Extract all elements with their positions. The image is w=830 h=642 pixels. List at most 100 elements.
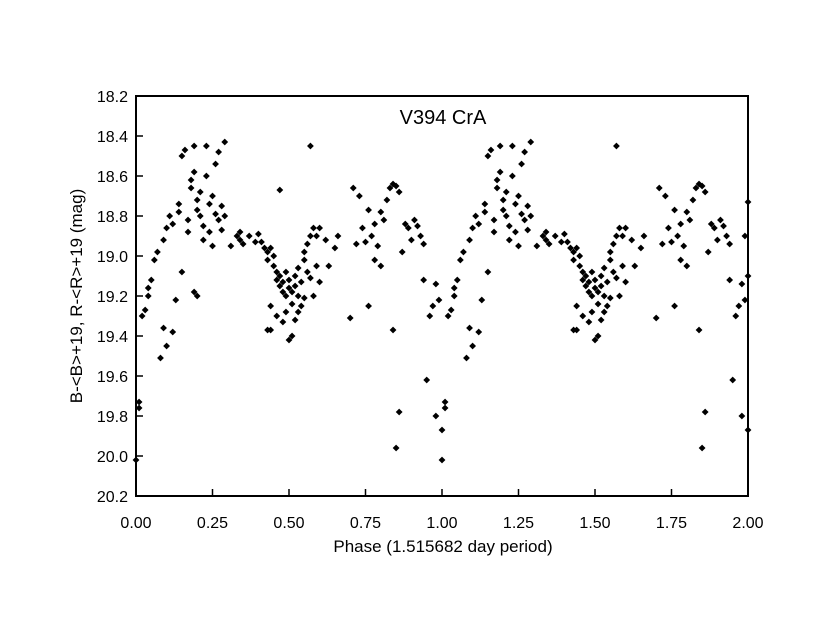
data-point bbox=[270, 252, 278, 260]
data-point bbox=[671, 206, 678, 214]
data-point bbox=[606, 256, 614, 264]
data-point bbox=[524, 202, 532, 210]
data-point bbox=[215, 216, 223, 224]
data-point bbox=[505, 236, 513, 244]
data-point bbox=[218, 202, 226, 210]
data-point bbox=[518, 160, 525, 168]
data-point bbox=[729, 376, 737, 384]
data-point bbox=[502, 188, 510, 196]
data-point bbox=[233, 232, 241, 240]
data-point bbox=[613, 232, 620, 240]
data-point bbox=[199, 222, 207, 230]
data-point bbox=[420, 240, 428, 248]
chart-title: V394 CrA bbox=[400, 107, 487, 129]
y-tick-label: 19.8 bbox=[97, 409, 128, 426]
data-point bbox=[545, 240, 553, 248]
data-point bbox=[456, 256, 464, 264]
data-point bbox=[349, 184, 357, 192]
data-point bbox=[377, 262, 385, 270]
data-point bbox=[310, 224, 317, 232]
data-point bbox=[157, 354, 164, 362]
data-point bbox=[484, 152, 492, 160]
data-point bbox=[720, 222, 727, 230]
data-point bbox=[316, 278, 323, 286]
data-point bbox=[429, 302, 437, 310]
data-point bbox=[196, 212, 204, 220]
x-tick-label: 1.75 bbox=[656, 515, 687, 532]
data-point bbox=[450, 284, 458, 292]
data-point bbox=[680, 242, 688, 250]
data-point bbox=[490, 216, 498, 224]
data-point bbox=[267, 326, 275, 334]
y-tick-label: 19.6 bbox=[97, 369, 128, 386]
data-point bbox=[606, 294, 614, 302]
y-axis-title: B-<B>+19, R-<R>+19 (mag) bbox=[67, 189, 86, 404]
data-point bbox=[300, 294, 308, 302]
data-point bbox=[591, 284, 599, 292]
data-point bbox=[551, 232, 559, 240]
data-point bbox=[135, 398, 143, 406]
data-point bbox=[303, 268, 311, 276]
data-point bbox=[316, 224, 323, 232]
y-tick-label: 19.4 bbox=[97, 329, 128, 346]
data-point bbox=[576, 262, 584, 270]
data-point bbox=[371, 220, 379, 228]
data-point bbox=[665, 224, 672, 232]
data-point bbox=[539, 232, 547, 240]
data-point bbox=[508, 172, 516, 180]
data-point bbox=[441, 404, 449, 412]
data-point bbox=[505, 222, 513, 230]
data-point bbox=[499, 206, 507, 214]
data-point bbox=[726, 240, 734, 248]
y-axis: 18.2 18.4 18.6 18.8 19.0 19.2 19.4 19.6 19.8 20.0… bbox=[97, 89, 143, 506]
data-point bbox=[597, 316, 605, 324]
data-point bbox=[512, 228, 519, 236]
data-point bbox=[432, 280, 440, 288]
data-point bbox=[726, 276, 734, 284]
data-point bbox=[478, 296, 486, 304]
data-point bbox=[714, 236, 721, 244]
x-axis: 0.00 0.25 0.50 0.75 1.00 1.25 1.50 1.75 2.00 bbox=[120, 489, 764, 532]
data-point bbox=[291, 282, 299, 290]
data-point bbox=[307, 232, 314, 240]
data-point bbox=[310, 292, 317, 300]
data-point bbox=[527, 212, 535, 220]
data-point bbox=[221, 212, 229, 220]
data-point bbox=[147, 276, 155, 284]
data-point bbox=[184, 228, 192, 236]
y-tick-label: 18.6 bbox=[97, 169, 128, 186]
data-point bbox=[600, 264, 608, 272]
data-point bbox=[496, 142, 504, 150]
data-point bbox=[190, 142, 198, 150]
data-point bbox=[163, 224, 170, 232]
data-point bbox=[346, 314, 354, 322]
data-point bbox=[221, 138, 229, 146]
data-point bbox=[359, 224, 366, 232]
data-point bbox=[181, 146, 189, 154]
data-point bbox=[582, 272, 590, 280]
data-point bbox=[218, 226, 226, 234]
data-point bbox=[282, 308, 290, 316]
data-point bbox=[460, 248, 467, 256]
data-point bbox=[508, 142, 516, 150]
data-point bbox=[689, 196, 697, 204]
data-point bbox=[609, 268, 617, 276]
data-point bbox=[533, 242, 541, 250]
data-point bbox=[502, 212, 510, 220]
data-point bbox=[175, 200, 183, 208]
data-point bbox=[408, 236, 415, 244]
data-point bbox=[677, 220, 685, 228]
data-point bbox=[212, 210, 219, 218]
data-point bbox=[392, 182, 400, 190]
data-point bbox=[184, 216, 192, 224]
data-point bbox=[658, 240, 666, 248]
data-point bbox=[738, 280, 746, 288]
data-point bbox=[374, 242, 382, 250]
data-point bbox=[303, 240, 311, 248]
data-point bbox=[466, 324, 473, 332]
data-point bbox=[603, 302, 611, 310]
data-point bbox=[190, 288, 198, 296]
data-point bbox=[496, 168, 504, 176]
data-point bbox=[288, 288, 296, 296]
data-point bbox=[144, 292, 152, 300]
